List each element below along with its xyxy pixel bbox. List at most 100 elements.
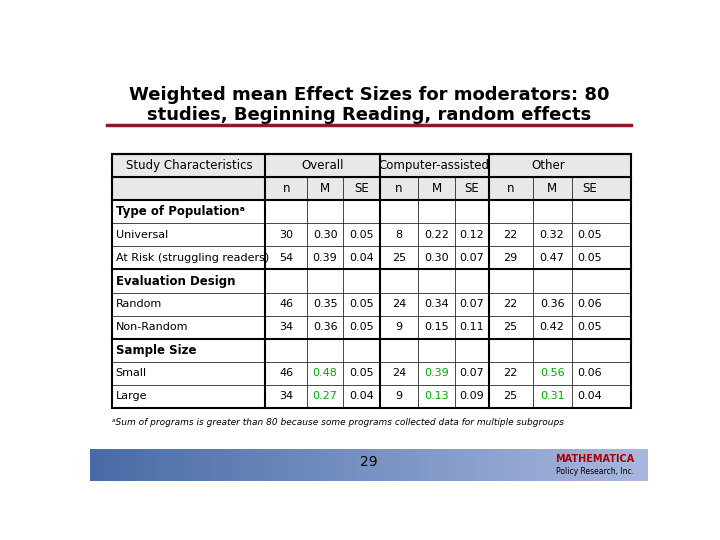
Bar: [377, 449, 380, 481]
Bar: [500, 449, 503, 481]
Text: 0.05: 0.05: [577, 322, 602, 332]
Bar: [258, 449, 260, 481]
Bar: [166, 449, 168, 481]
Bar: [163, 449, 166, 481]
Bar: [246, 449, 249, 481]
Bar: [138, 449, 140, 481]
Bar: [517, 449, 520, 481]
Bar: [288, 449, 291, 481]
Bar: [389, 449, 392, 481]
Text: 34: 34: [279, 392, 293, 401]
Bar: [124, 449, 126, 481]
Text: Non-Random: Non-Random: [116, 322, 188, 332]
Text: Type of Populationᵃ: Type of Populationᵃ: [116, 205, 245, 218]
Bar: [567, 449, 570, 481]
Text: Random: Random: [116, 299, 162, 309]
Bar: [505, 449, 508, 481]
Bar: [553, 449, 556, 481]
Bar: [394, 449, 397, 481]
Text: 0.47: 0.47: [540, 253, 564, 263]
Text: 0.30: 0.30: [312, 230, 338, 240]
Bar: [612, 449, 615, 481]
Bar: [523, 449, 526, 481]
Bar: [464, 449, 467, 481]
Bar: [96, 449, 99, 481]
Bar: [121, 449, 124, 481]
Text: 0.05: 0.05: [349, 230, 374, 240]
Bar: [109, 449, 112, 481]
Bar: [562, 449, 564, 481]
Bar: [631, 449, 634, 481]
Text: At Risk (struggling readers): At Risk (struggling readers): [116, 253, 269, 263]
Bar: [233, 449, 235, 481]
Bar: [400, 449, 402, 481]
Bar: [645, 449, 648, 481]
Bar: [444, 449, 447, 481]
Bar: [271, 449, 274, 481]
Bar: [469, 449, 472, 481]
Bar: [255, 449, 258, 481]
Bar: [93, 449, 96, 481]
Bar: [118, 449, 121, 481]
Text: 0.11: 0.11: [459, 322, 484, 332]
Text: M: M: [320, 183, 330, 195]
Bar: [595, 449, 598, 481]
Text: Sample Size: Sample Size: [116, 343, 196, 357]
Text: 0.05: 0.05: [577, 230, 602, 240]
Bar: [570, 449, 572, 481]
Bar: [587, 449, 590, 481]
Bar: [148, 449, 151, 481]
Bar: [132, 449, 135, 481]
Bar: [545, 449, 547, 481]
Bar: [179, 449, 182, 481]
Bar: [372, 449, 374, 481]
Bar: [374, 449, 377, 481]
Bar: [129, 449, 132, 481]
Text: n: n: [282, 183, 290, 195]
Text: 0.05: 0.05: [577, 253, 602, 263]
Text: Study Characteristics: Study Characteristics: [125, 159, 252, 172]
Bar: [559, 449, 562, 481]
Bar: [160, 449, 163, 481]
Text: 24: 24: [392, 368, 406, 378]
Bar: [274, 449, 277, 481]
Text: 54: 54: [279, 253, 293, 263]
Bar: [383, 449, 386, 481]
Bar: [369, 449, 372, 481]
Bar: [101, 449, 104, 481]
Bar: [204, 449, 207, 481]
Text: 0.12: 0.12: [459, 230, 484, 240]
Bar: [642, 449, 645, 481]
Bar: [249, 449, 252, 481]
Text: Large: Large: [116, 392, 147, 401]
Bar: [107, 449, 109, 481]
Bar: [542, 449, 545, 481]
Bar: [207, 449, 210, 481]
Text: 29: 29: [503, 253, 518, 263]
Bar: [593, 449, 595, 481]
Bar: [438, 449, 441, 481]
Bar: [603, 449, 606, 481]
Bar: [344, 449, 347, 481]
Text: Overall: Overall: [301, 159, 343, 172]
Text: 0.09: 0.09: [459, 392, 484, 401]
Text: n: n: [507, 183, 514, 195]
Text: 22: 22: [503, 299, 518, 309]
Bar: [260, 449, 263, 481]
Bar: [422, 449, 425, 481]
Bar: [188, 449, 190, 481]
Bar: [327, 449, 330, 481]
Bar: [408, 449, 411, 481]
Bar: [481, 449, 483, 481]
Bar: [199, 449, 202, 481]
Bar: [252, 449, 255, 481]
Text: 0.27: 0.27: [312, 392, 338, 401]
Text: MATHEMATICA: MATHEMATICA: [555, 454, 634, 464]
Bar: [606, 449, 609, 481]
Text: Weighted mean Effect Sizes for moderators: 80
studies, Beginning Reading, random: Weighted mean Effect Sizes for moderator…: [129, 85, 609, 124]
Bar: [366, 449, 369, 481]
Bar: [112, 154, 631, 177]
Text: Computer-assisted: Computer-assisted: [379, 159, 490, 172]
Bar: [361, 449, 364, 481]
Bar: [313, 449, 316, 481]
